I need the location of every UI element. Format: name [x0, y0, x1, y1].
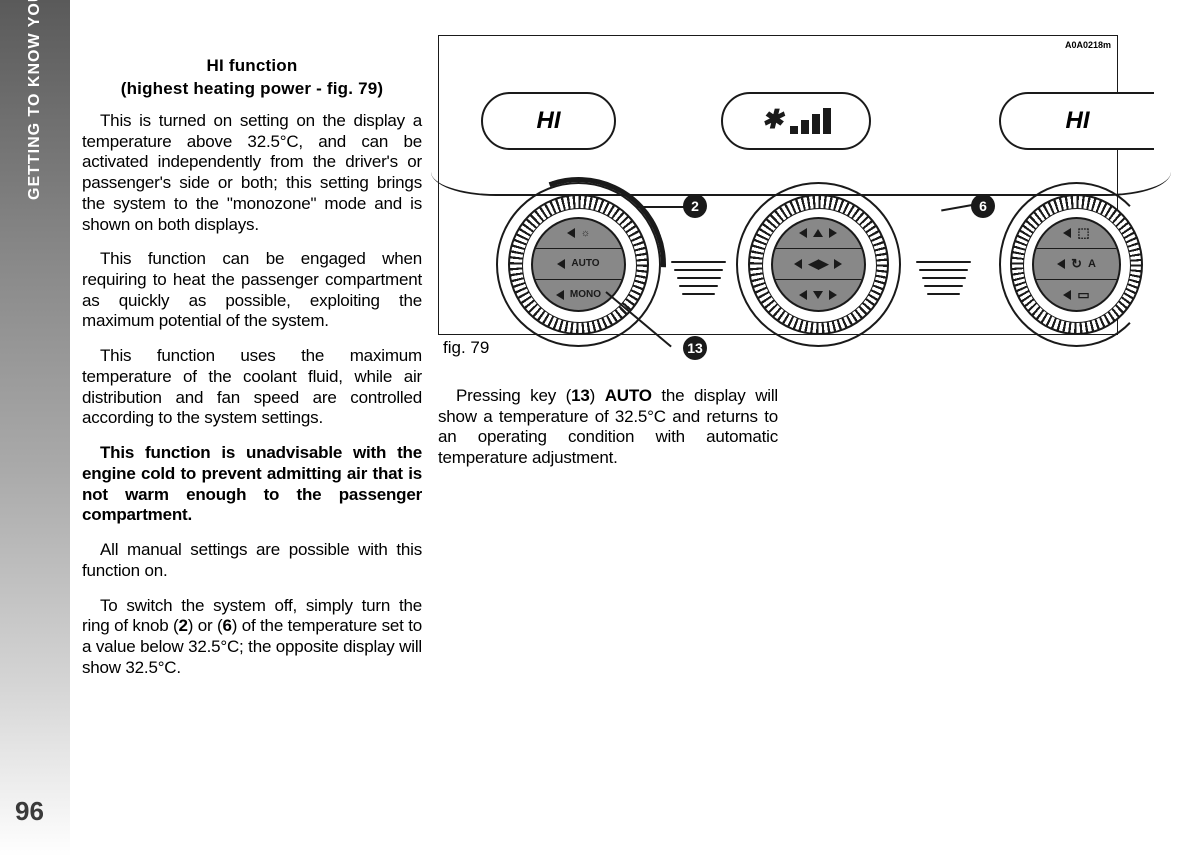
ref-key-13: 13 [571, 386, 590, 405]
triangle-up-icon [813, 229, 823, 237]
paragraph-3: This function uses the maximum temperatu… [82, 346, 422, 429]
auto-label: AUTO [571, 258, 599, 269]
paragraph-5: All manual settings are possible with th… [82, 540, 422, 581]
paragraph-4-bold: This function is unadvisable with the en… [82, 443, 422, 526]
triangle-right-icon [834, 259, 842, 269]
paragraph-2: This function can be engaged when requir… [82, 249, 422, 332]
triangle-right-icon [829, 290, 837, 300]
triangle-left-icon [1057, 259, 1065, 269]
callout-6: 6 [971, 194, 995, 218]
section-label: GETTING TO KNOW YOUR CAR [26, 0, 44, 200]
vent-slats-right [916, 261, 971, 301]
defrost-rear-icon: ▭ [1077, 287, 1089, 303]
defrost-front-icon: ⬚ [1077, 225, 1089, 241]
paragraph-1: This is turned on setting on the display… [82, 111, 422, 235]
image-code: A0A0218m [1065, 40, 1111, 50]
triangle-right-icon [829, 228, 837, 238]
figure-79: A0A0218m fig. 79 HI HI ☼ AUTO MONO [438, 35, 1118, 335]
column-1: HI function (highest heating power - fig… [82, 55, 422, 693]
callout-13: 13 [683, 336, 707, 360]
leader-2 [636, 206, 686, 208]
triangle-left-icon [556, 290, 564, 300]
triangle-down-icon [813, 291, 823, 299]
heading-line-1: HI function [207, 56, 298, 75]
paragraph-7: Pressing key (13) AUTO the display will … [438, 386, 778, 469]
dial-3-defrost: ⬚ ↻A ▭ [999, 182, 1154, 347]
recirculate-icon: ↻ [1071, 256, 1082, 272]
display-center [721, 92, 871, 150]
callout-2: 2 [683, 194, 707, 218]
paragraph-6: To switch the system off, simply turn th… [82, 596, 422, 679]
triangle-left-icon [567, 228, 575, 238]
mono-label: MONO [570, 289, 601, 300]
column-2: Pressing key (13) AUTO the display will … [438, 340, 778, 483]
climate-panel-diagram: HI HI ☼ AUTO MONO [451, 66, 1151, 326]
dial-2-distribution: ◀▶ [736, 182, 901, 347]
triangle-left-icon [799, 290, 807, 300]
fan-icon [762, 110, 784, 132]
triangle-left-icon [1063, 290, 1071, 300]
fan-bars [790, 108, 831, 134]
triangle-left-icon [557, 259, 565, 269]
heading: HI function (highest heating power - fig… [82, 55, 422, 101]
sun-icon: ☼ [581, 228, 590, 239]
ref-knob-2: 2 [178, 616, 187, 635]
ref-knob-6: 6 [222, 616, 231, 635]
heading-line-2: (highest heating power - fig. 79) [121, 79, 384, 98]
vent-slats-left [671, 261, 726, 301]
display-right: HI [999, 92, 1154, 150]
page-number: 96 [15, 796, 44, 827]
ref-auto: AUTO [605, 386, 652, 405]
triangle-left-icon [794, 259, 802, 269]
triangle-left-icon [1063, 228, 1071, 238]
triangle-left-icon [799, 228, 807, 238]
display-left: HI [481, 92, 616, 150]
